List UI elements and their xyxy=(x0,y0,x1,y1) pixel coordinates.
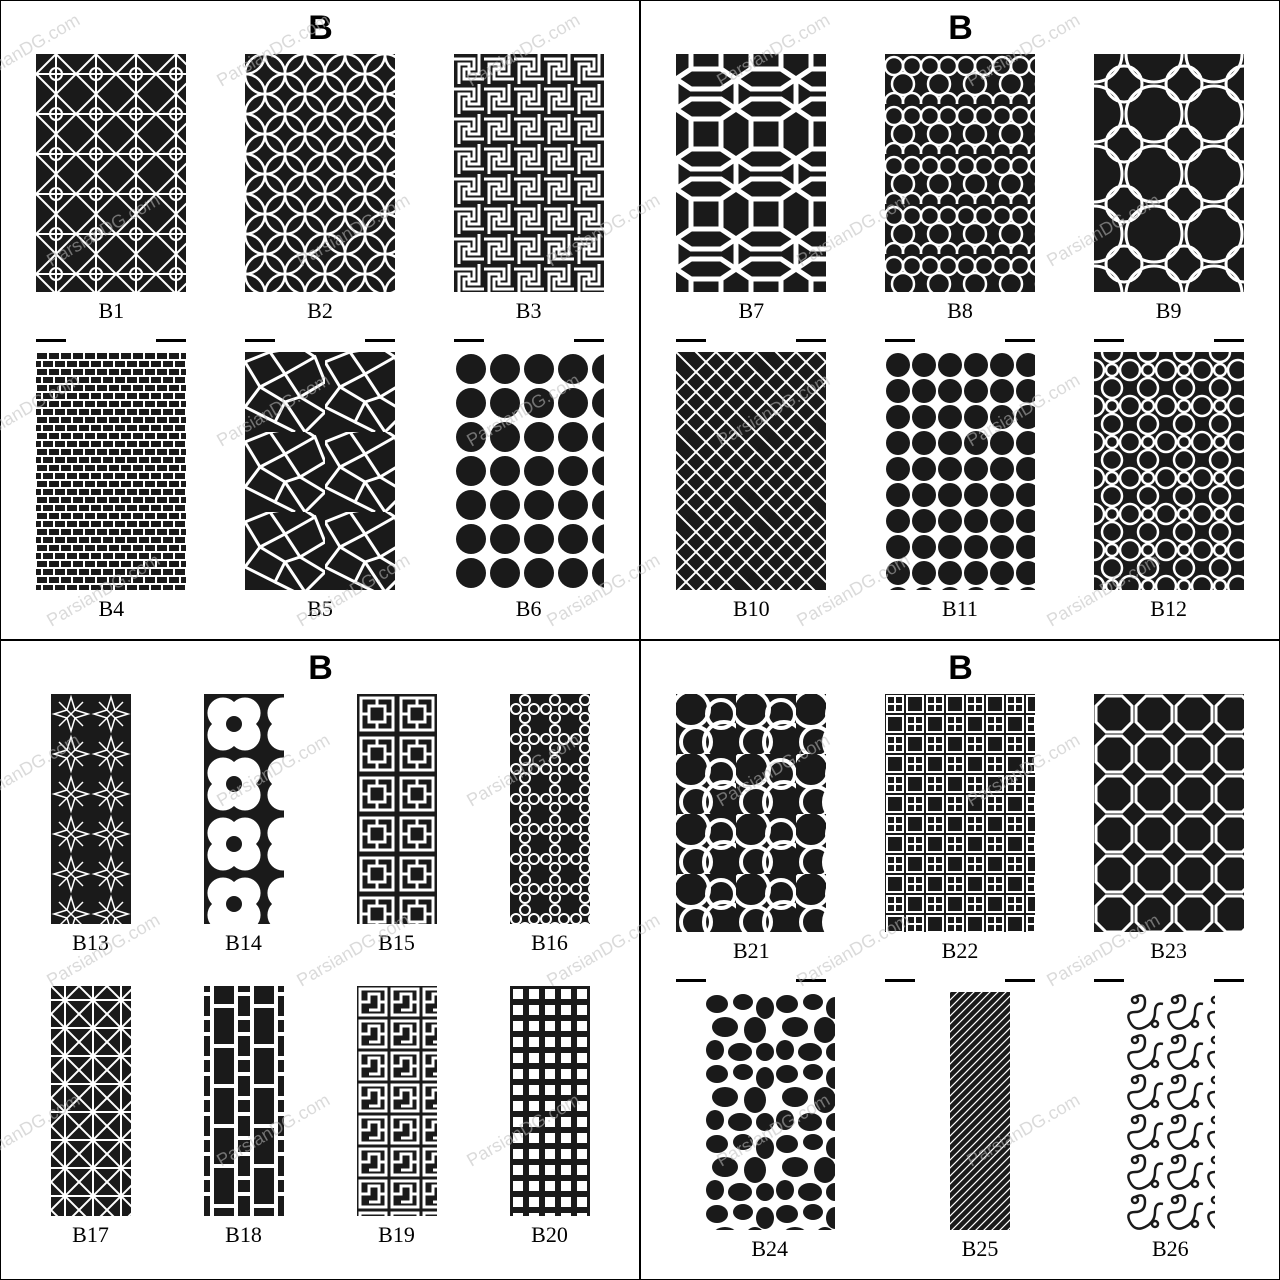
row-top: B1 B2 B3 xyxy=(21,54,619,330)
pattern-item-b8: B8 xyxy=(885,54,1035,330)
pattern-item-b2: B2 xyxy=(245,54,395,330)
swatch-b26 xyxy=(1125,992,1215,1230)
row-top: B7 B8 B9 xyxy=(661,54,1259,330)
swatch-b10 xyxy=(676,352,826,590)
label-b24: B24 xyxy=(751,1236,788,1262)
pattern-item-b15: B15 xyxy=(357,694,437,976)
pattern-item-b9: B9 xyxy=(1094,54,1244,330)
label-b25: B25 xyxy=(962,1236,999,1262)
quadrant-bottom-left: B B13 B14 B15 B16 B17 xyxy=(0,640,640,1280)
swatch-b2 xyxy=(245,54,395,292)
pattern-item-b3: B3 xyxy=(454,54,604,330)
label-b4: B4 xyxy=(98,596,124,622)
separator-row xyxy=(661,974,1259,988)
pattern-item-b18: B18 xyxy=(204,986,284,1268)
swatch-b8 xyxy=(885,54,1035,292)
label-b8: B8 xyxy=(947,298,973,324)
label-b16: B16 xyxy=(531,930,568,956)
swatch-b4 xyxy=(36,352,186,590)
pattern-item-b11: B11 xyxy=(885,352,1035,628)
label-b18: B18 xyxy=(225,1222,262,1248)
label-b12: B12 xyxy=(1150,596,1187,622)
swatch-b7 xyxy=(676,54,826,292)
pattern-item-b6: B6 xyxy=(454,352,604,628)
row-top: B13 B14 B15 B16 xyxy=(21,694,619,976)
label-b15: B15 xyxy=(378,930,415,956)
pattern-item-b24: B24 xyxy=(705,992,835,1268)
quadrant-title: B xyxy=(661,649,1259,688)
pattern-item-b19: B19 xyxy=(357,986,437,1268)
pattern-item-b16: B16 xyxy=(510,694,590,976)
swatch-b15 xyxy=(357,694,437,924)
label-b13: B13 xyxy=(72,930,109,956)
pattern-item-b22: B22 xyxy=(885,694,1035,970)
pattern-item-b10: B10 xyxy=(676,352,826,628)
quadrant-top-right: B B7 B8 B9 B10 xyxy=(640,0,1280,640)
separator-row xyxy=(661,334,1259,348)
pattern-item-b4: B4 xyxy=(36,352,186,628)
swatch-b16 xyxy=(510,694,590,924)
label-b21: B21 xyxy=(733,938,770,964)
pattern-item-b7: B7 xyxy=(676,54,826,330)
swatch-b12 xyxy=(1094,352,1244,590)
swatch-b13 xyxy=(51,694,131,924)
swatch-b20 xyxy=(510,986,590,1216)
quadrant-top-left: B B1 B2 B3 B4 xyxy=(0,0,640,640)
catalog-grid: B B1 B2 B3 B4 xyxy=(0,0,1280,1280)
pattern-item-b23: B23 xyxy=(1094,694,1244,970)
pattern-item-b17: B17 xyxy=(51,986,131,1268)
quadrant-title: B xyxy=(21,9,619,48)
label-b23: B23 xyxy=(1150,938,1187,964)
pattern-item-b26: B26 xyxy=(1125,992,1215,1268)
swatch-b24 xyxy=(705,992,835,1230)
swatch-b6 xyxy=(454,352,604,590)
swatch-b14 xyxy=(204,694,284,924)
quadrant-title: B xyxy=(661,9,1259,48)
swatch-b21 xyxy=(676,694,826,932)
label-b14: B14 xyxy=(225,930,262,956)
swatch-b1 xyxy=(36,54,186,292)
row-top: B21 B22 B23 xyxy=(661,694,1259,970)
label-b11: B11 xyxy=(942,596,978,622)
label-b5: B5 xyxy=(307,596,333,622)
swatch-b18 xyxy=(204,986,284,1216)
swatch-b23 xyxy=(1094,694,1244,932)
pattern-item-b14: B14 xyxy=(204,694,284,976)
label-b9: B9 xyxy=(1156,298,1182,324)
row-bottom: B10 B11 B12 xyxy=(661,352,1259,628)
label-b20: B20 xyxy=(531,1222,568,1248)
swatch-b11 xyxy=(885,352,1035,590)
swatch-b3 xyxy=(454,54,604,292)
label-b17: B17 xyxy=(72,1222,109,1248)
label-b3: B3 xyxy=(516,298,542,324)
label-b6: B6 xyxy=(516,596,542,622)
label-b19: B19 xyxy=(378,1222,415,1248)
swatch-b9 xyxy=(1094,54,1244,292)
label-b10: B10 xyxy=(733,596,770,622)
label-b22: B22 xyxy=(942,938,979,964)
row-bottom: B4 B5 B6 xyxy=(21,352,619,628)
row-bottom: B17 B18 B19 B20 xyxy=(21,986,619,1268)
row-bottom: B24 B25 B26 xyxy=(661,992,1259,1268)
separator-row xyxy=(21,334,619,348)
label-b1: B1 xyxy=(98,298,124,324)
pattern-item-b13: B13 xyxy=(51,694,131,976)
pattern-item-b12: B12 xyxy=(1094,352,1244,628)
pattern-item-b1: B1 xyxy=(36,54,186,330)
pattern-item-b25: B25 xyxy=(950,992,1010,1268)
pattern-item-b21: B21 xyxy=(676,694,826,970)
swatch-b5 xyxy=(245,352,395,590)
quadrant-title: B xyxy=(21,649,619,688)
swatch-b17 xyxy=(51,986,131,1216)
swatch-b22 xyxy=(885,694,1035,932)
quadrant-bottom-right: B B21 B22 B23 B24 xyxy=(640,640,1280,1280)
swatch-b19 xyxy=(357,986,437,1216)
label-b7: B7 xyxy=(738,298,764,324)
swatch-b25 xyxy=(950,992,1010,1230)
label-b2: B2 xyxy=(307,298,333,324)
label-b26: B26 xyxy=(1152,1236,1189,1262)
pattern-item-b20: B20 xyxy=(510,986,590,1268)
pattern-item-b5: B5 xyxy=(245,352,395,628)
